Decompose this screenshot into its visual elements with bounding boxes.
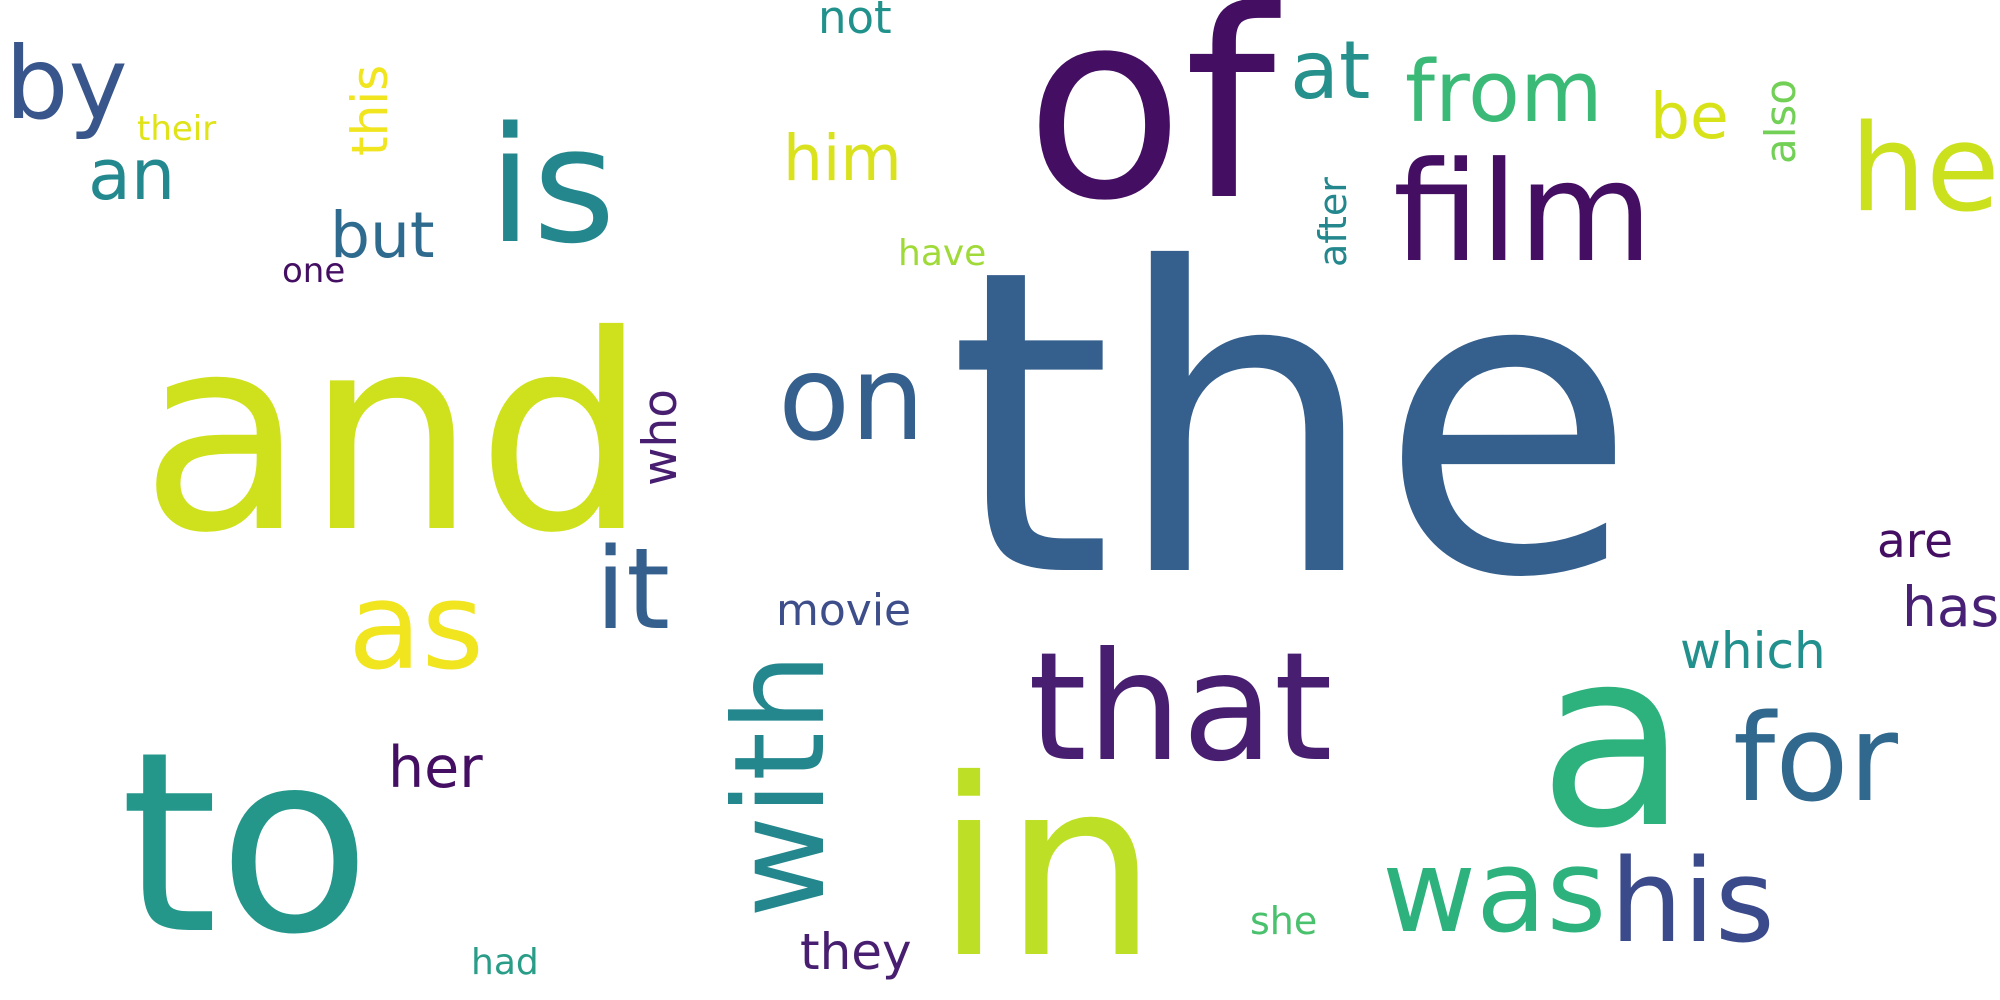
word-they: they <box>800 923 912 981</box>
word-from: from <box>1405 43 1603 142</box>
word-be: be <box>1650 80 1729 153</box>
word-of: of <box>1025 0 1276 258</box>
word-in: in <box>935 727 1159 1000</box>
word-the: the <box>948 181 1638 670</box>
word-with: with <box>708 652 853 918</box>
word-have: have <box>898 233 987 274</box>
word-he: he <box>1850 100 2000 239</box>
word-him: him <box>783 122 902 195</box>
word-also: also <box>1756 79 1805 164</box>
word-their: their <box>137 109 217 149</box>
word-are: are <box>1877 514 1954 569</box>
word-an: an <box>88 134 176 216</box>
word-her: her <box>388 735 483 801</box>
word-by: by <box>5 25 128 142</box>
word-his: his <box>1610 835 1775 969</box>
word-movie: movie <box>776 585 912 636</box>
word-at: at <box>1290 24 1371 117</box>
word-film: film <box>1393 132 1653 293</box>
word-and: and <box>140 277 648 592</box>
word-one: one <box>282 251 346 291</box>
word-has: has <box>1902 575 2000 639</box>
word-was: was <box>1382 825 1607 959</box>
word-for: for <box>1733 690 1898 829</box>
word-that: that <box>1028 621 1333 795</box>
word-had: had <box>471 942 539 983</box>
word-as: as <box>348 558 485 697</box>
word-to: to <box>120 698 371 989</box>
word-who: who <box>633 389 688 486</box>
word-is: is <box>488 92 616 279</box>
word-but: but <box>330 199 435 272</box>
word-it: it <box>595 525 671 655</box>
word-she: she <box>1250 899 1318 943</box>
word-not: not <box>818 0 892 44</box>
word-after: after <box>1311 177 1355 267</box>
word-this: this <box>341 64 399 156</box>
word-a: a <box>1538 597 1689 882</box>
word-on: on <box>778 329 925 467</box>
word-which: which <box>1680 622 1826 680</box>
